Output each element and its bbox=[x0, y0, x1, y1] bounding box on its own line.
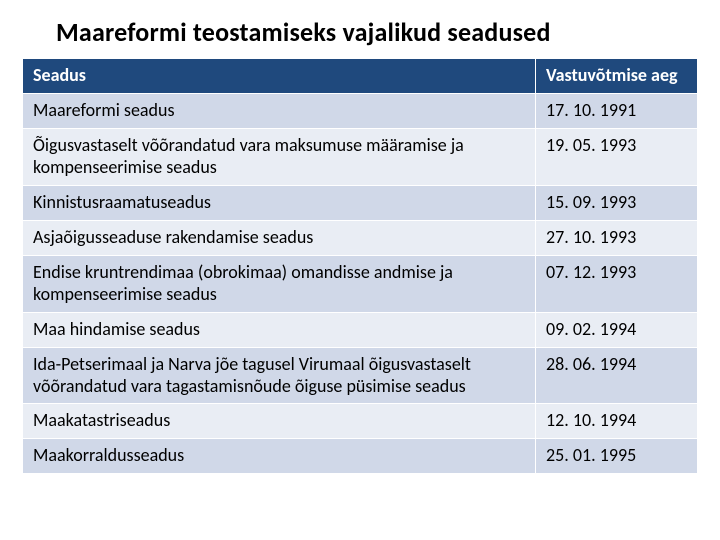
cell-date: 17. 10. 1991 bbox=[536, 93, 698, 128]
cell-date: 27. 10. 1993 bbox=[536, 220, 698, 255]
cell-date: 12. 10. 1994 bbox=[536, 404, 698, 439]
cell-date: 19. 05. 1993 bbox=[536, 128, 698, 185]
table-row: Õigusvastaselt võõrandatud vara maksumus… bbox=[23, 128, 698, 185]
table-row: Maakorraldusseadus 25. 01. 1995 bbox=[23, 439, 698, 474]
col-header-law: Seadus bbox=[23, 59, 536, 94]
cell-date: 28. 06. 1994 bbox=[536, 347, 698, 404]
table-row: Asjaõigusseaduse rakendamise seadus 27. … bbox=[23, 220, 698, 255]
cell-law: Maakatastriseadus bbox=[23, 404, 536, 439]
table-row: Endise kruntrendimaa (obrokimaa) omandis… bbox=[23, 255, 698, 312]
laws-table: Seadus Vastuvõtmise aeg Maareformi seadu… bbox=[22, 58, 698, 474]
cell-law: Asjaõigusseaduse rakendamise seadus bbox=[23, 220, 536, 255]
cell-date: 09. 02. 1994 bbox=[536, 312, 698, 347]
cell-date: 07. 12. 1993 bbox=[536, 255, 698, 312]
table-row: Maa hindamise seadus 09. 02. 1994 bbox=[23, 312, 698, 347]
cell-law: Maakorraldusseadus bbox=[23, 439, 536, 474]
slide: Maareformi teostamiseks vajalikud seadus… bbox=[0, 0, 720, 540]
table-header-row: Seadus Vastuvõtmise aeg bbox=[23, 59, 698, 94]
cell-date: 25. 01. 1995 bbox=[536, 439, 698, 474]
table-row: Kinnistusraamatuseadus 15. 09. 1993 bbox=[23, 185, 698, 220]
cell-law: Endise kruntrendimaa (obrokimaa) omandis… bbox=[23, 255, 536, 312]
cell-date: 15. 09. 1993 bbox=[536, 185, 698, 220]
cell-law: Kinnistusraamatuseadus bbox=[23, 185, 536, 220]
cell-law: Maareformi seadus bbox=[23, 93, 536, 128]
table-row: Maakatastriseadus 12. 10. 1994 bbox=[23, 404, 698, 439]
table-row: Maareformi seadus 17. 10. 1991 bbox=[23, 93, 698, 128]
table-body: Maareformi seadus 17. 10. 1991 Õigusvast… bbox=[23, 93, 698, 473]
cell-law: Õigusvastaselt võõrandatud vara maksumus… bbox=[23, 128, 536, 185]
table-row: Ida-Petserimaal ja Narva jõe tagusel Vir… bbox=[23, 347, 698, 404]
cell-law: Maa hindamise seadus bbox=[23, 312, 536, 347]
col-header-date: Vastuvõtmise aeg bbox=[536, 59, 698, 94]
cell-law: Ida-Petserimaal ja Narva jõe tagusel Vir… bbox=[23, 347, 536, 404]
page-title: Maareformi teostamiseks vajalikud seadus… bbox=[56, 16, 698, 48]
